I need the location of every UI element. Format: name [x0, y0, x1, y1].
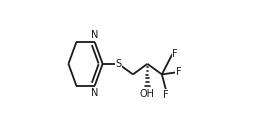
Text: F: F [172, 49, 178, 59]
Text: F: F [176, 67, 181, 77]
Text: OH: OH [140, 89, 155, 99]
Text: S: S [115, 59, 121, 69]
Text: N: N [91, 30, 99, 40]
Text: N: N [91, 88, 99, 98]
Text: F: F [163, 90, 169, 99]
